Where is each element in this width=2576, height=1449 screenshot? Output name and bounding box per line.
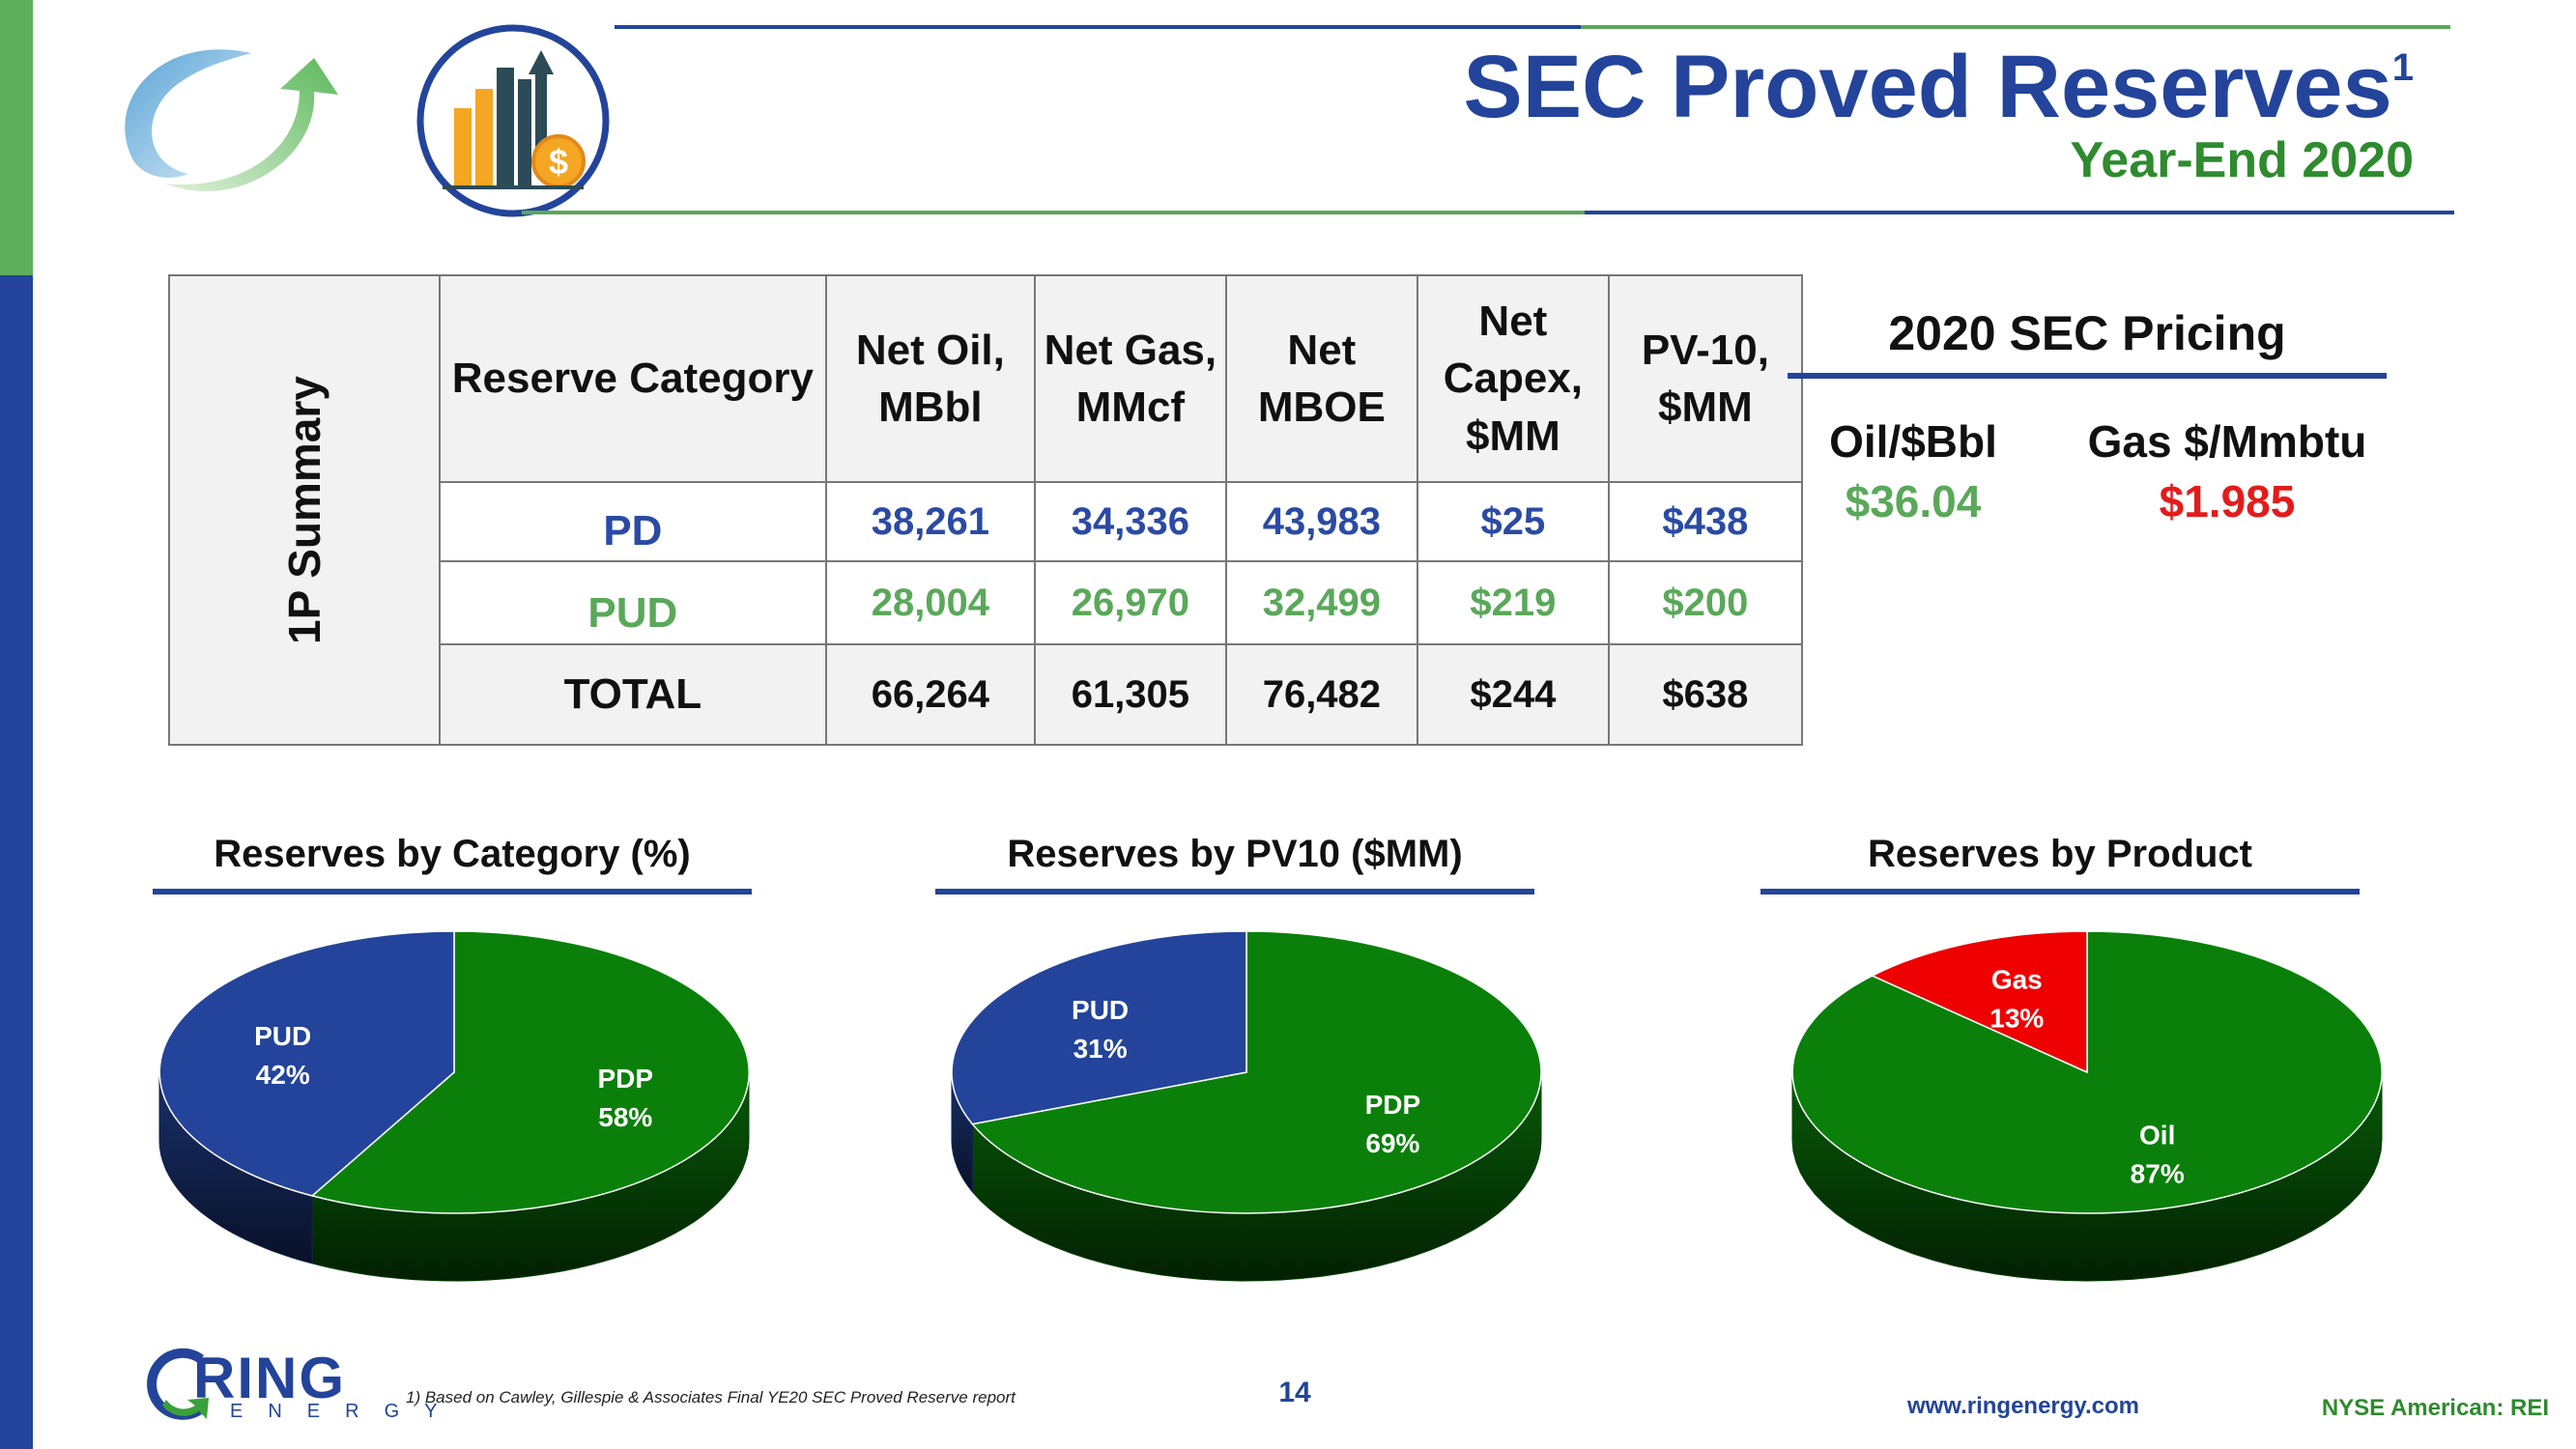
pie-label-pud: PUD <box>254 1021 311 1051</box>
table-cell: $200 <box>1607 560 1803 645</box>
column-header: PV-10, $MM <box>1607 274 1803 483</box>
column-header: Reserve Category <box>438 274 827 483</box>
header-rule-bottom-blue <box>1585 211 2454 214</box>
table-cell: 32,499 <box>1224 560 1418 645</box>
table-row: PUD 28,004 26,970 32,499 $219 $200 <box>169 560 1803 645</box>
table-cell: 61,305 <box>1033 643 1227 746</box>
row-label: PD <box>438 481 827 562</box>
pie-slice-pud <box>951 930 1247 1125</box>
pie-chart-category: PDP 58% PUD 42% <box>158 930 750 1282</box>
refresh-arrow-icon <box>125 49 338 191</box>
pricing-title: 2020 SEC Pricing <box>1888 306 2286 360</box>
left-accent-bar-blue <box>0 275 33 1449</box>
table-cell: 26,970 <box>1033 560 1227 645</box>
table-row: TOTAL 66,264 61,305 76,482 $244 $638 <box>169 643 1803 746</box>
page-title: SEC Proved Reserves1 <box>1463 38 2414 136</box>
table-cell: $638 <box>1607 643 1803 746</box>
pie-value-pud: 31% <box>1073 1034 1128 1064</box>
pie-label-pdp: PDP <box>598 1064 654 1094</box>
pie-slice-gas <box>1870 930 2088 1074</box>
table-cell: 38,261 <box>824 481 1036 562</box>
svg-text:$: $ <box>549 142 568 182</box>
page-subtitle: Year-End 2020 <box>2070 132 2414 188</box>
table-row: PD 38,261 34,336 43,983 $25 $438 <box>169 481 1803 562</box>
pie-label-oil: Oil <box>2139 1120 2175 1150</box>
pie-value-pdp: 69% <box>1365 1128 1419 1158</box>
chart-title-rule <box>1760 889 2360 895</box>
left-accent-bar-green <box>0 0 33 275</box>
pie-value-pud: 42% <box>256 1060 310 1090</box>
column-header: Net Capex, $MM <box>1416 274 1610 483</box>
website-link[interactable]: www.ringenergy.com <box>1906 1393 2139 1419</box>
pie-value-gas: 13% <box>1989 1004 2044 1034</box>
table-cell: 66,264 <box>824 643 1036 746</box>
column-header: Net MBOE <box>1224 274 1418 483</box>
ring-logo-icon <box>147 1348 209 1420</box>
chart-title-rule <box>935 889 1534 895</box>
pie-slice-pdp <box>310 930 750 1214</box>
pie-slice-pdp <box>971 930 1542 1214</box>
header-rule-top-blue <box>615 25 1581 29</box>
table-cell: 34,336 <box>1033 481 1227 562</box>
pie-slice-pud <box>158 930 455 1197</box>
table-cell: $244 <box>1416 643 1610 746</box>
exchange-ticker: NYSE American: REI <box>2321 1395 2549 1421</box>
table-cell: 76,482 <box>1224 643 1418 746</box>
column-header: Net Gas, MMcf <box>1033 274 1227 483</box>
header-rule-bottom-green <box>522 211 1585 214</box>
row-label: PUD <box>438 560 827 645</box>
pricing-title-rule <box>1788 373 2387 379</box>
chart-title-product: Reserves by Product <box>1868 833 2252 875</box>
row-label: TOTAL <box>438 643 827 746</box>
pie-chart-pv10: PDP 69% PUD 31% <box>951 930 1542 1282</box>
table-cell: $219 <box>1416 560 1610 645</box>
table-cell: $438 <box>1607 481 1803 562</box>
chart-title-rule <box>153 889 752 895</box>
pie-label-pud: PUD <box>1072 995 1129 1025</box>
pie-chart-product: Oil 87% Gas 13% <box>1791 930 2383 1282</box>
pie-label-pdp: PDP <box>1365 1090 1421 1120</box>
table-cell: 28,004 <box>824 560 1036 645</box>
gas-price-label: Gas $/Mmbtu <box>2087 416 2367 467</box>
chart-title-category: Reserves by Category (%) <box>214 833 691 875</box>
energy-logo-text: ENERGY <box>230 1401 463 1422</box>
oil-price-label: Oil/$Bbl <box>1829 416 1997 467</box>
pie-label-gas: Gas <box>1991 965 2043 995</box>
page-number: 14 <box>1278 1377 1311 1408</box>
table-side-label: 1P Summary <box>278 375 329 644</box>
table-cell: $25 <box>1416 481 1610 562</box>
oil-price-value: $36.04 <box>1845 476 1982 526</box>
chart-title-pv10: Reserves by PV10 ($MM) <box>1007 833 1463 875</box>
table-cell: 43,983 <box>1224 481 1418 562</box>
pie-value-pdp: 58% <box>598 1102 652 1132</box>
ring-logo-text: RING <box>193 1346 346 1410</box>
column-header: Net Oil, MBbl <box>824 274 1036 483</box>
bar-chart-dollar-icon: $ <box>416 24 610 217</box>
footnote: 1) Based on Cawley, Gillespie & Associat… <box>406 1388 1016 1406</box>
reserves-summary-table: 1P Summary Reserve Category Net Oil, MBb… <box>168 274 1803 746</box>
gas-price-value: $1.985 <box>2159 476 2296 526</box>
header-rule-top-green <box>1581 25 2450 29</box>
table-side-label-cell: 1P Summary <box>168 274 441 746</box>
pie-value-oil: 87% <box>2131 1158 2185 1188</box>
